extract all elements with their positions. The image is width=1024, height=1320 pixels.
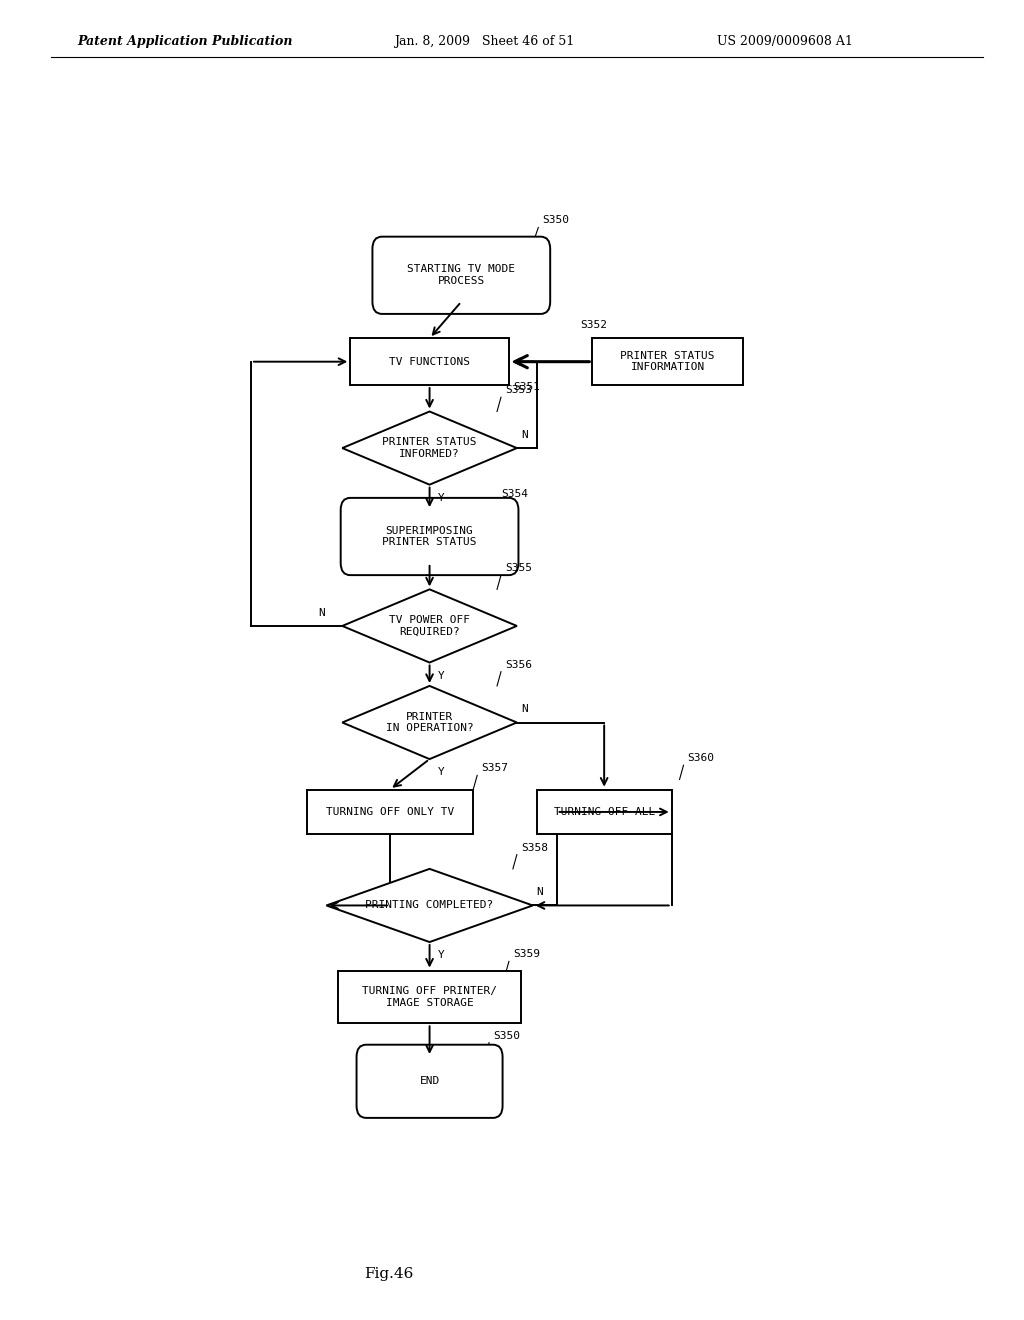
Text: S353: S353 — [505, 385, 531, 395]
Text: PRINTING COMPLETED?: PRINTING COMPLETED? — [366, 900, 494, 911]
Text: END: END — [420, 1076, 439, 1086]
Text: US 2009/0009608 A1: US 2009/0009608 A1 — [717, 34, 853, 48]
Text: S357: S357 — [481, 763, 508, 774]
Text: S352: S352 — [581, 321, 607, 330]
Text: TV FUNCTIONS: TV FUNCTIONS — [389, 356, 470, 367]
Text: Fig.46: Fig.46 — [365, 1267, 414, 1280]
Text: S350: S350 — [494, 1031, 520, 1040]
Text: TV POWER OFF
REQUIRED?: TV POWER OFF REQUIRED? — [389, 615, 470, 636]
Text: Patent Application Publication: Patent Application Publication — [77, 34, 292, 48]
Text: N: N — [521, 430, 527, 440]
Text: PRINTER STATUS
INFORMED?: PRINTER STATUS INFORMED? — [382, 437, 477, 459]
Text: Jan. 8, 2009   Sheet 46 of 51: Jan. 8, 2009 Sheet 46 of 51 — [394, 34, 574, 48]
FancyBboxPatch shape — [373, 236, 550, 314]
Bar — [350, 338, 509, 385]
Text: S358: S358 — [521, 842, 548, 853]
Text: S359: S359 — [513, 949, 540, 960]
Text: N: N — [521, 705, 527, 714]
Polygon shape — [342, 589, 517, 663]
FancyBboxPatch shape — [356, 1044, 503, 1118]
Polygon shape — [342, 412, 517, 484]
Text: Y: Y — [437, 492, 444, 503]
Text: TURNING OFF ONLY TV: TURNING OFF ONLY TV — [326, 807, 454, 817]
Text: S360: S360 — [687, 754, 715, 763]
Text: S355: S355 — [505, 564, 531, 573]
Text: Y: Y — [437, 671, 444, 681]
Text: Y: Y — [437, 767, 444, 777]
Text: N: N — [537, 887, 544, 898]
Polygon shape — [327, 869, 532, 942]
Bar — [338, 970, 521, 1023]
Text: TURNING OFF ALL: TURNING OFF ALL — [554, 807, 654, 817]
Text: N: N — [318, 607, 326, 618]
Text: S351: S351 — [513, 381, 540, 392]
Text: PRINTER STATUS
INFORMATION: PRINTER STATUS INFORMATION — [621, 351, 715, 372]
Text: Y: Y — [437, 950, 444, 961]
Text: PRINTER
IN OPERATION?: PRINTER IN OPERATION? — [386, 711, 473, 734]
Text: S354: S354 — [501, 488, 528, 499]
Text: S350: S350 — [543, 215, 569, 226]
Bar — [306, 789, 473, 834]
Text: SUPERIMPOSING
PRINTER STATUS: SUPERIMPOSING PRINTER STATUS — [382, 525, 477, 548]
Polygon shape — [342, 686, 517, 759]
Bar — [592, 338, 743, 385]
Bar — [537, 789, 672, 834]
FancyBboxPatch shape — [341, 498, 518, 576]
Text: STARTING TV MODE
PROCESS: STARTING TV MODE PROCESS — [408, 264, 515, 286]
Text: TURNING OFF PRINTER/
IMAGE STORAGE: TURNING OFF PRINTER/ IMAGE STORAGE — [362, 986, 497, 1007]
Text: S356: S356 — [505, 660, 531, 669]
